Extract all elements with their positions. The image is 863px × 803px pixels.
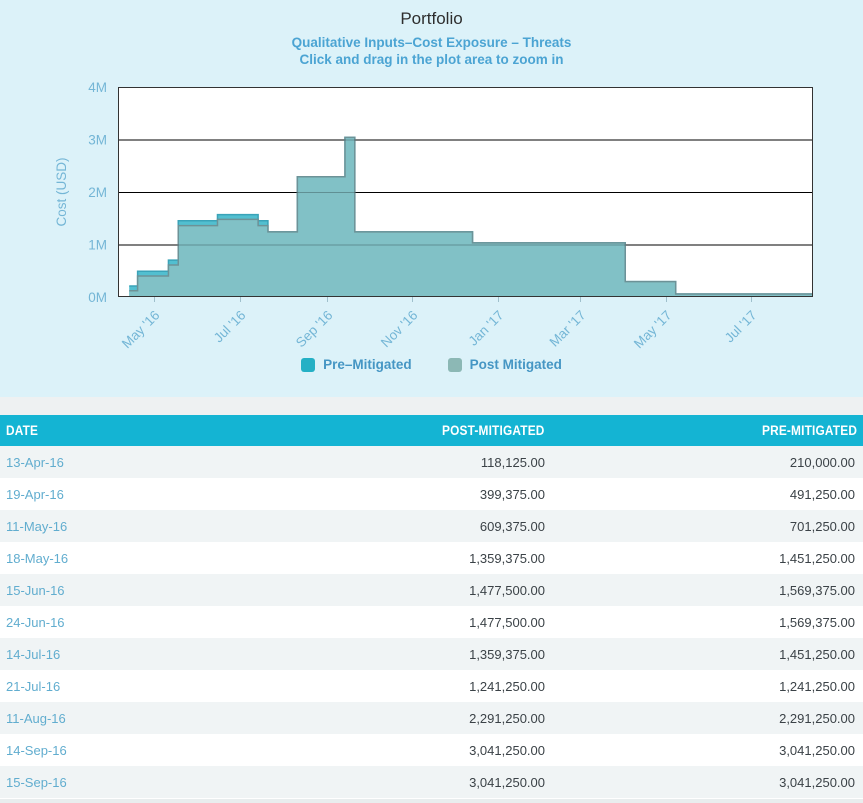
post-mitigated-line xyxy=(129,136,813,295)
post-mitigated-cell: 1,241,250.00 xyxy=(469,678,545,694)
table-row: 11-May-16 609,375.00 701,250.00 xyxy=(0,510,863,542)
pre-mitigated-cell: 3,041,250.00 xyxy=(779,742,855,758)
date-cell[interactable]: 11-May-16 xyxy=(6,518,68,534)
chart-panel: Portfolio Qualitative Inputs–Cost Exposu… xyxy=(0,0,863,397)
table-row: 24-Jun-16 1,477,500.00 1,569,375.00 xyxy=(0,606,863,638)
chart-subtitle: Qualitative Inputs–Cost Exposure – Threa… xyxy=(0,35,863,68)
date-cell[interactable]: 15-Sep-16 xyxy=(6,774,67,790)
table-row: 11-Aug-16 2,291,250.00 2,291,250.00 xyxy=(0,702,863,734)
y-axis-label: 2M xyxy=(88,185,107,200)
legend-label-post-mitigated: Post Mitigated xyxy=(469,357,562,372)
table-body: 13-Apr-16 118,125.00 210,000.00 19-Apr-16 39… xyxy=(0,446,863,798)
pre-mitigated-cell: 1,569,375.00 xyxy=(779,582,855,598)
chart-plot-area[interactable] xyxy=(118,87,813,297)
post-mitigated-cell: 1,477,500.00 xyxy=(469,614,545,630)
x-axis-label: Sep '16 xyxy=(293,308,336,351)
post-mitigated-cell: 118,125.00 xyxy=(480,454,545,470)
x-axis-label: May '17 xyxy=(631,308,675,352)
chart-subtitle-line2: Click and drag in the plot area to zoom … xyxy=(299,51,564,67)
x-axis-label: Jul '17 xyxy=(722,308,760,346)
date-cell[interactable]: 19-Apr-16 xyxy=(6,486,64,502)
table-row: 14-Jul-16 1,359,375.00 1,451,250.00 xyxy=(0,638,863,670)
table-row: 15-Sep-16 3,041,250.00 3,041,250.00 xyxy=(0,766,863,798)
date-cell[interactable]: 13-Apr-16 xyxy=(6,454,64,470)
chart-title: Portfolio xyxy=(400,9,463,28)
date-cell[interactable]: 14-Jul-16 xyxy=(6,646,61,662)
post-mitigated-cell: 609,375.00 xyxy=(479,518,545,534)
pre-mitigated-swatch-icon xyxy=(301,357,316,372)
table-row: 18-May-16 1,359,375.00 1,451,250.00 xyxy=(0,542,863,574)
pre-mitigated-cell: 1,241,250.00 xyxy=(779,678,855,694)
y-axis-label: 1M xyxy=(88,238,107,253)
pre-mitigated-cell: 2,291,250.00 xyxy=(779,710,855,726)
chart-subtitle-line1: Qualitative Inputs–Cost Exposure – Threa… xyxy=(291,35,572,50)
date-cell[interactable]: 11-Aug-16 xyxy=(6,710,66,726)
column-header-pre-mitigated: PRE-MITIGATED xyxy=(545,423,863,438)
column-header-date-label: DATE xyxy=(6,423,39,438)
x-axis-label: Nov '16 xyxy=(378,308,421,351)
y-axis-label: 0M xyxy=(88,290,107,305)
legend-item-post-mitigated[interactable]: Post Mitigated xyxy=(447,357,562,372)
date-cell[interactable]: 14-Sep-16 xyxy=(6,742,67,758)
y-axis-label: 3M xyxy=(88,133,107,148)
legend-label-pre-mitigated: Pre–Mitigated xyxy=(323,357,412,372)
post-mitigated-cell: 3,041,250.00 xyxy=(469,774,545,790)
date-cell[interactable]: 15-Jun-16 xyxy=(6,582,65,598)
y-axis-title: Cost (USD) xyxy=(54,157,69,226)
chart-legend: Pre–Mitigated Post Mitigated xyxy=(0,357,863,372)
table-row: 19-Apr-16 399,375.00 491,250.00 xyxy=(0,478,863,510)
post-mitigated-cell: 3,041,250.00 xyxy=(469,742,545,758)
pre-mitigated-cell: 491,250.00 xyxy=(789,486,855,502)
pre-mitigated-cell: 1,569,375.00 xyxy=(779,614,855,630)
pre-mitigated-cell: 1,451,250.00 xyxy=(779,646,855,662)
pre-mitigated-cell: 1,451,250.00 xyxy=(779,550,855,566)
table-header: DATE POST-MITIGATED PRE-MITIGATED xyxy=(0,415,863,446)
column-header-post-label: POST-MITIGATED xyxy=(442,423,545,438)
cost-chart: May '16 Jul '16 Sep '16 Nov '16 Jan '17 Mar '… xyxy=(54,80,814,352)
y-axis-label: 4M xyxy=(88,80,107,95)
post-mitigated-cell: 399,375.00 xyxy=(479,486,545,502)
column-header-date: DATE xyxy=(0,423,300,438)
table-row: 15-Jun-16 1,477,500.00 1,569,375.00 xyxy=(0,574,863,606)
post-mitigated-swatch-icon xyxy=(447,357,462,372)
post-mitigated-cell: 1,477,500.00 xyxy=(469,582,545,598)
table-row: 13-Apr-16 118,125.00 210,000.00 xyxy=(0,446,863,478)
pre-mitigated-cell: 210,000.00 xyxy=(789,454,855,470)
pre-mitigated-cell: 3,041,250.00 xyxy=(779,774,855,790)
x-axis-label: May '16 xyxy=(119,308,163,352)
post-mitigated-cell: 1,359,375.00 xyxy=(469,646,545,662)
x-axis-label: Jul '16 xyxy=(211,308,249,346)
column-header-post-mitigated: POST-MITIGATED xyxy=(300,423,545,438)
date-cell[interactable]: 18-May-16 xyxy=(6,550,69,566)
post-mitigated-cell: 1,359,375.00 xyxy=(469,550,545,566)
pre-mitigated-cell: 701,250.00 xyxy=(789,518,855,534)
post-mitigated-cell: 2,291,250.00 xyxy=(469,710,545,726)
table-row: 14-Sep-16 3,041,250.00 3,041,250.00 xyxy=(0,734,863,766)
plot-border xyxy=(118,87,813,297)
table-row: 21-Jul-16 1,241,250.00 1,241,250.00 xyxy=(0,670,863,702)
divider-strip xyxy=(0,397,863,415)
x-axis-label: Jan '17 xyxy=(466,308,507,349)
x-axis-label: Mar '17 xyxy=(546,308,588,350)
legend-item-pre-mitigated[interactable]: Pre–Mitigated xyxy=(301,357,412,372)
column-header-pre-label: PRE-MITIGATED xyxy=(761,423,857,438)
table-bottom-strip xyxy=(0,799,863,803)
date-cell[interactable]: 21-Jul-16 xyxy=(6,678,61,694)
date-cell[interactable]: 24-Jun-16 xyxy=(6,614,65,630)
